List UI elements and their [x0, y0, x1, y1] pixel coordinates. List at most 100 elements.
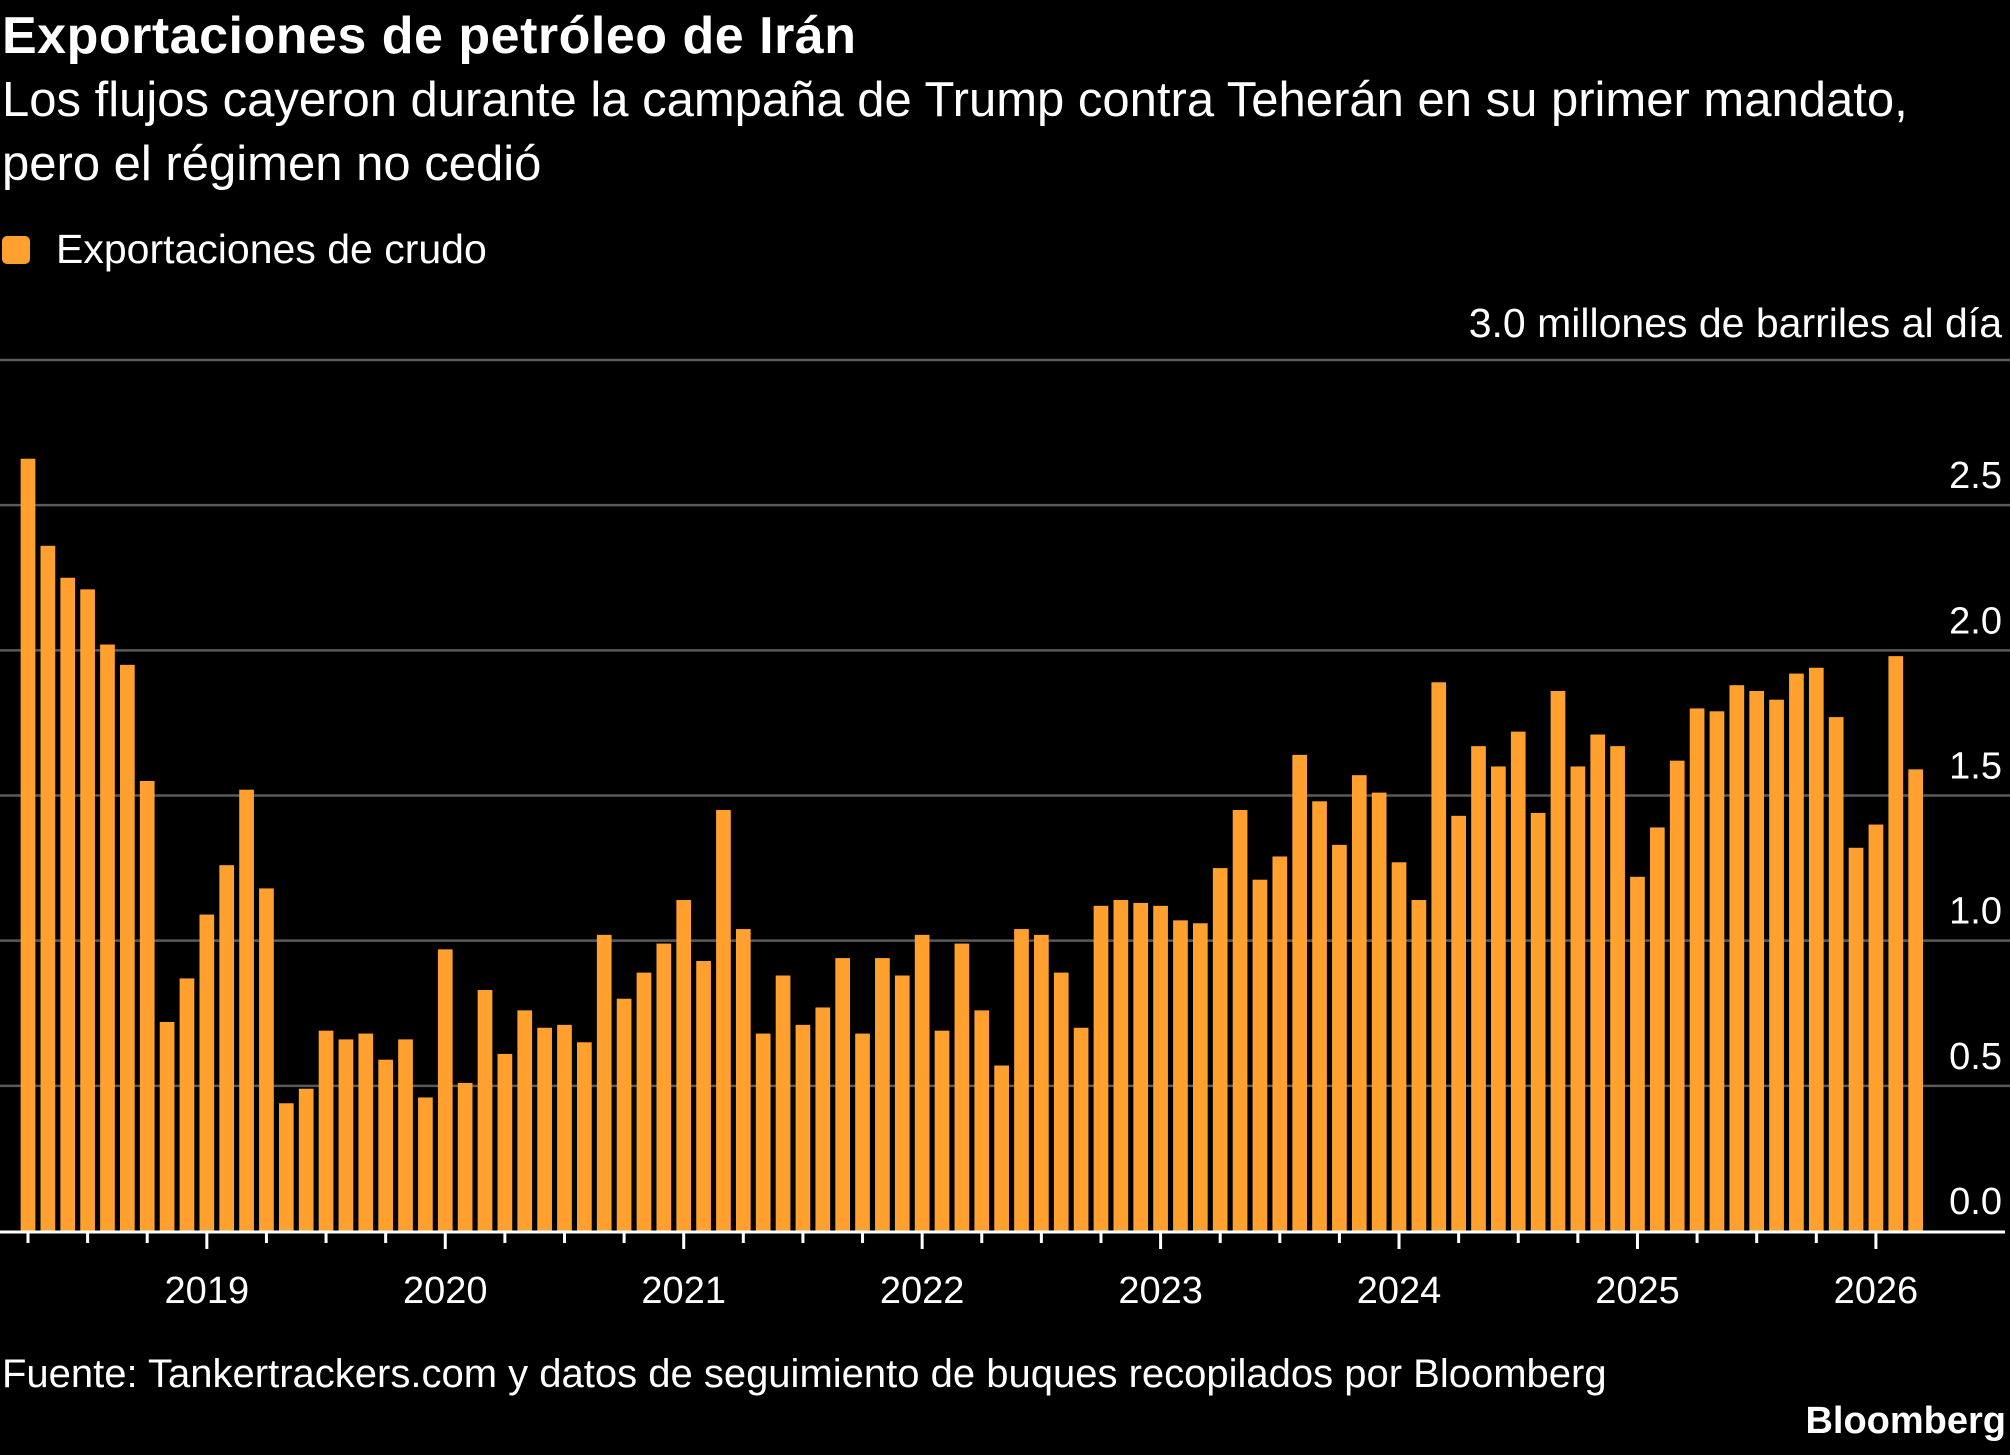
bar	[676, 900, 692, 1231]
x-tick-label: 2020	[403, 1270, 488, 1312]
bar	[1570, 766, 1586, 1231]
bar	[259, 888, 274, 1231]
bar	[1491, 766, 1506, 1231]
y-tick-label: 2.5	[1949, 455, 2002, 497]
bar	[616, 998, 632, 1231]
bar	[139, 780, 155, 1231]
bar	[179, 978, 195, 1231]
bar	[1133, 902, 1149, 1231]
bar	[1014, 929, 1029, 1231]
bar	[1530, 812, 1546, 1231]
bar	[875, 958, 890, 1231]
bar	[1689, 708, 1705, 1231]
bar	[358, 1033, 374, 1231]
bar	[1649, 827, 1665, 1231]
bar	[1908, 769, 1923, 1231]
bar	[398, 1039, 413, 1231]
bar	[1173, 920, 1188, 1231]
bar	[1252, 879, 1268, 1231]
bar	[378, 1059, 394, 1231]
bar	[100, 644, 115, 1231]
bar	[795, 1024, 811, 1231]
bar	[755, 1033, 771, 1231]
bar	[1669, 760, 1685, 1231]
bar	[1312, 801, 1327, 1231]
bar	[199, 914, 215, 1231]
bar	[120, 664, 135, 1231]
legend-swatch	[2, 235, 30, 264]
x-tick-label: 2021	[641, 1270, 726, 1312]
bar	[20, 458, 36, 1231]
bar	[1888, 656, 1904, 1231]
bar	[418, 1097, 433, 1231]
bar	[1630, 876, 1645, 1231]
bar	[239, 789, 254, 1231]
bar	[954, 943, 970, 1231]
bar	[338, 1039, 354, 1231]
bar	[716, 810, 731, 1231]
bar	[656, 943, 672, 1231]
bar	[1212, 868, 1228, 1231]
bar	[1808, 667, 1824, 1231]
bar	[437, 949, 453, 1231]
bar	[1769, 699, 1784, 1231]
bar	[40, 545, 56, 1231]
bar	[80, 589, 95, 1231]
x-tick-label: 2024	[1357, 1270, 1442, 1312]
bar	[775, 975, 791, 1231]
bar	[855, 1033, 870, 1231]
bar	[557, 1024, 572, 1231]
y-tick-label: 0.0	[1949, 1181, 2002, 1223]
bar	[497, 1053, 513, 1231]
bar	[1272, 856, 1288, 1231]
bar	[60, 577, 76, 1231]
bar	[1292, 754, 1308, 1231]
bar	[1709, 711, 1725, 1231]
bar	[1332, 844, 1347, 1231]
bar	[159, 1021, 175, 1231]
bar	[1729, 685, 1745, 1231]
bar	[1749, 690, 1765, 1231]
bar	[1073, 1027, 1089, 1231]
bar	[1351, 775, 1367, 1231]
bar	[1093, 905, 1109, 1231]
bar	[318, 1030, 334, 1231]
bar	[1053, 972, 1069, 1231]
bar	[1590, 734, 1606, 1231]
bar	[1153, 905, 1168, 1231]
x-tick-label: 2023	[1118, 1270, 1203, 1312]
bar	[1232, 810, 1248, 1231]
bar	[1431, 682, 1447, 1231]
bar	[636, 972, 652, 1231]
bar	[596, 934, 612, 1231]
bar	[934, 1030, 950, 1231]
x-tick-label: 2022	[880, 1270, 965, 1312]
bar	[457, 1082, 473, 1231]
bar	[735, 929, 751, 1231]
y-axis-unit-label: 3.0 millones de barriles al día	[1468, 300, 2002, 346]
bar	[1848, 847, 1864, 1231]
bar	[1034, 934, 1049, 1231]
x-tick-label: 2019	[165, 1270, 250, 1312]
chart-subtitle: Los flujos cayeron durante la campaña de…	[2, 73, 1908, 191]
bar	[477, 990, 493, 1231]
bar	[1451, 815, 1466, 1231]
bar	[1550, 690, 1566, 1231]
bar	[696, 960, 711, 1231]
bar	[1828, 717, 1844, 1231]
bar	[1371, 792, 1387, 1231]
bar	[298, 1088, 314, 1231]
bar	[1471, 746, 1486, 1231]
y-tick-label: 1.5	[1949, 746, 2002, 788]
bar	[577, 1042, 592, 1231]
x-tick-label: 2025	[1595, 1270, 1680, 1312]
y-tick-label: 1.0	[1949, 891, 2002, 933]
bar	[278, 1103, 294, 1231]
bar	[994, 1065, 1009, 1231]
bar	[1192, 923, 1208, 1231]
bar	[517, 1010, 533, 1231]
y-tick-label: 0.5	[1949, 1036, 2002, 1078]
bar	[537, 1027, 552, 1231]
bar	[1510, 731, 1526, 1231]
